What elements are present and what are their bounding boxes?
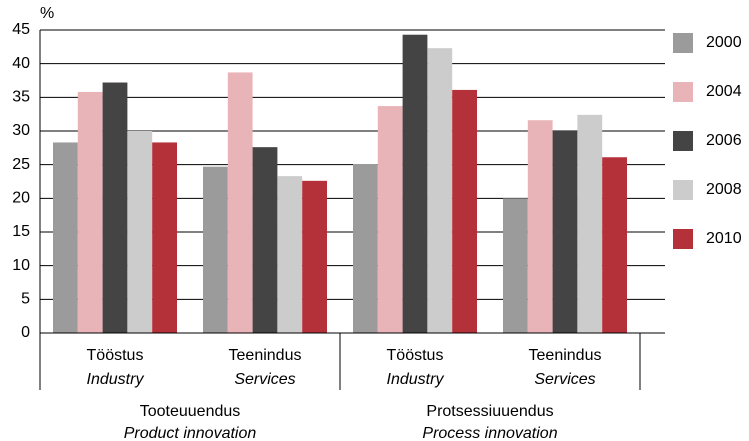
bar: [227, 72, 253, 334]
group-label: Protsessiuuendus: [426, 403, 553, 420]
bar: [402, 34, 428, 334]
bar: [527, 120, 553, 333]
bar: [152, 142, 177, 333]
x-tick-label: Teenindus: [529, 347, 602, 364]
bar: [602, 157, 627, 333]
legend-swatch: [673, 82, 693, 102]
legend-label: 2006: [706, 132, 742, 149]
bar: [302, 180, 327, 333]
x-tick-label-en: Services: [234, 371, 295, 388]
x-tick-label-en: Industry: [387, 371, 445, 388]
x-tick-label: Teenindus: [229, 347, 302, 364]
legend-swatch: [673, 180, 693, 200]
x-tick-label-en: Services: [534, 371, 595, 388]
y-tick-label: 20: [12, 190, 30, 207]
legend-swatch: [673, 131, 693, 151]
y-tick-label: 25: [12, 156, 30, 173]
group-label-en: Product innovation: [124, 425, 257, 441]
x-tick-label-en: Industry: [87, 371, 145, 388]
y-tick-label: 45: [12, 21, 30, 38]
y-tick-label: 15: [12, 223, 30, 240]
bar: [427, 48, 453, 334]
legend-label: 2004: [706, 83, 742, 100]
bar: [53, 142, 78, 333]
bar: [577, 114, 603, 333]
bar: [353, 163, 378, 333]
x-tick-label: Tööstus: [87, 347, 144, 364]
legend-label: 2000: [706, 34, 742, 51]
legend-swatch: [673, 229, 693, 249]
bar: [277, 176, 303, 333]
x-tick-label: Tööstus: [387, 347, 444, 364]
bar: [102, 82, 128, 334]
y-tick-label: 5: [21, 291, 30, 308]
y-tick-label: 10: [12, 257, 30, 274]
bar: [252, 147, 278, 333]
y-tick-label: 35: [12, 89, 30, 106]
group-label: Tooteuuendus: [140, 403, 241, 420]
legend-label: 2010: [706, 230, 742, 247]
group-label-en: Process innovation: [422, 425, 557, 441]
bar: [503, 198, 528, 333]
bar: [203, 166, 228, 333]
legend-swatch: [673, 33, 693, 53]
bar: [552, 131, 578, 333]
y-axis-label: %: [40, 5, 54, 22]
bar: [77, 91, 103, 334]
legend-label: 2008: [706, 181, 742, 198]
bar: [452, 89, 477, 333]
bar: [377, 106, 403, 333]
y-tick-label: 0: [21, 324, 30, 341]
y-tick-label: 40: [12, 55, 30, 72]
bar: [127, 131, 153, 333]
y-tick-label: 30: [12, 122, 30, 139]
